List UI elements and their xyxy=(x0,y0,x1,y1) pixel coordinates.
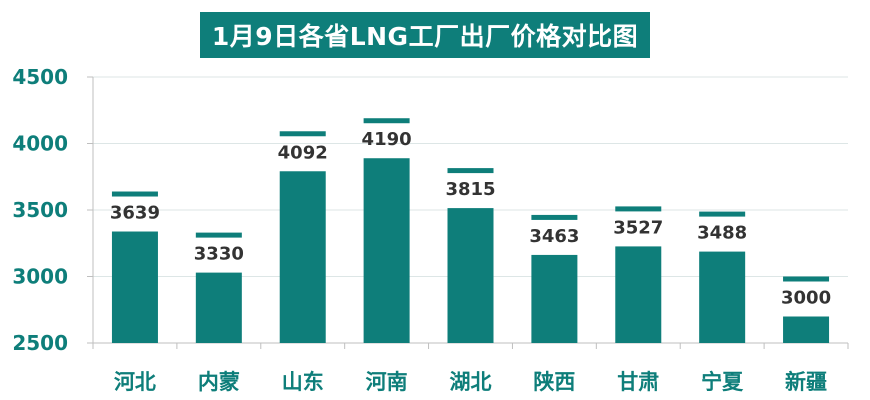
bar xyxy=(363,158,410,343)
x-tick-label: 河北 xyxy=(114,370,156,394)
data-label: 3639 xyxy=(110,203,160,224)
data-label: 4190 xyxy=(362,129,412,150)
bar-cap xyxy=(363,118,410,124)
bar xyxy=(783,316,830,343)
x-tick-label: 湖北 xyxy=(450,370,492,394)
y-tick-label: 4000 xyxy=(12,132,68,156)
bar xyxy=(111,231,158,343)
chart-title: 1月9日各省LNG工厂出厂价格对比图 xyxy=(200,12,650,58)
data-label: 3815 xyxy=(445,179,495,200)
bar xyxy=(531,254,578,343)
data-label: 3527 xyxy=(613,217,663,238)
x-tick-label: 新疆 xyxy=(785,370,827,394)
x-tick-label: 宁夏 xyxy=(701,370,744,394)
bar xyxy=(699,251,746,343)
bar xyxy=(615,246,662,343)
y-tick-label: 4500 xyxy=(12,65,68,89)
y-tick-label: 3000 xyxy=(12,265,68,289)
data-label: 3330 xyxy=(194,244,244,265)
x-tick-label: 陕西 xyxy=(533,370,575,394)
bar-cap xyxy=(279,131,326,137)
y-tick-label: 3500 xyxy=(12,198,68,222)
bar-cap xyxy=(615,206,662,212)
x-tick-label: 内蒙 xyxy=(198,370,240,394)
bar xyxy=(195,272,242,343)
x-tick-label: 山东 xyxy=(282,370,324,394)
x-tick-label: 河南 xyxy=(366,370,408,394)
bar-cap xyxy=(531,214,578,220)
data-label: 3488 xyxy=(697,223,747,244)
bar-cap xyxy=(783,276,830,282)
bar-cap xyxy=(447,168,494,174)
bar xyxy=(279,171,326,343)
bar xyxy=(447,208,494,343)
x-tick-label: 甘肃 xyxy=(617,370,659,394)
bar-cap xyxy=(699,211,746,217)
y-tick-label: 2500 xyxy=(12,331,68,355)
bar-cap xyxy=(195,232,242,238)
data-label: 3000 xyxy=(781,288,831,309)
data-label: 4092 xyxy=(278,142,328,163)
bar-cap xyxy=(111,191,158,197)
data-label: 3463 xyxy=(529,226,579,247)
